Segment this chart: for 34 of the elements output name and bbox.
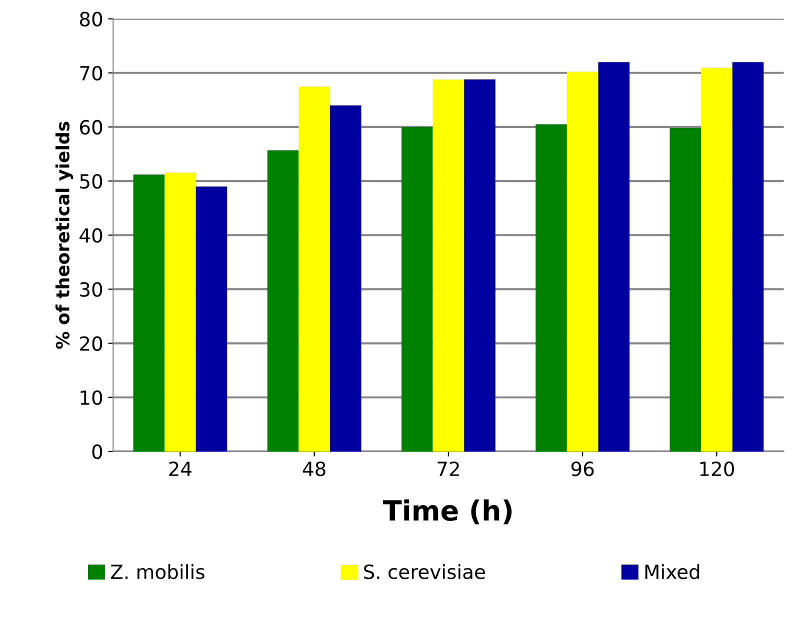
bar [732,62,764,452]
y-tick-label: 0 [92,444,102,460]
y-tick-label: 70 [80,66,102,81]
bar [598,62,630,452]
x-tick-label: 72 [438,462,459,476]
x-tick-label: 24 [169,462,192,476]
y-tick-label: 80 [80,12,102,26]
x-tick-label: 96 [571,462,594,476]
y-tick-label: 30 [80,282,102,297]
bar [536,124,567,452]
y-tick-label: 10 [80,390,102,406]
x-axis-title: Time (h) [383,499,512,524]
bar [566,72,598,452]
bar [464,79,496,452]
bar [330,105,362,452]
y-tick-label: 60 [80,120,102,135]
legend-label: Mixed [645,564,700,580]
bar [196,186,228,452]
legend-label: Z. mobilis [110,564,204,580]
x-tick-label: 48 [302,462,326,476]
bar [298,86,330,452]
bar [164,172,196,452]
y-axis-title: % of theoretical yields [55,122,74,349]
bar [401,126,433,452]
bar [133,174,165,452]
bar [701,67,732,452]
legend-label: S. cerevisiae [364,564,485,580]
bar [670,128,702,452]
y-tick-label: 40 [80,228,102,243]
y-tick-label: 20 [80,336,102,351]
x-tick-label: 120 [700,462,734,476]
bar [267,150,299,452]
y-tick-label: 50 [80,174,102,189]
bar [432,79,464,452]
